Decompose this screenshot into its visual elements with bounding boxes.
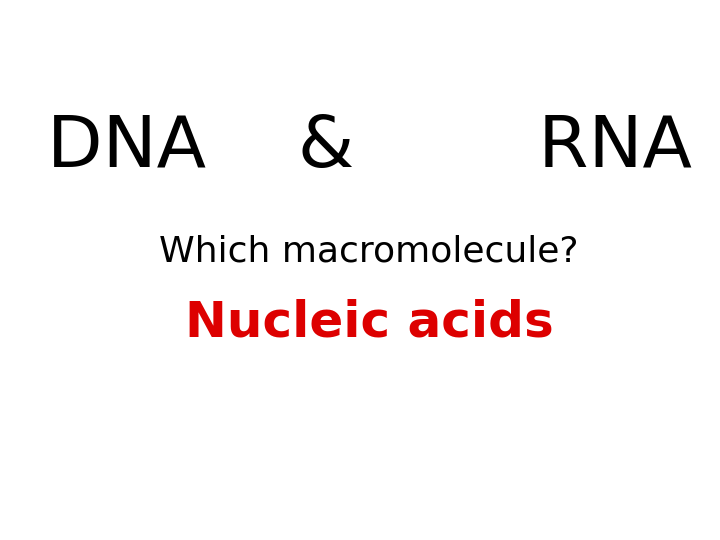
Text: Nucleic acids: Nucleic acids (184, 299, 554, 347)
Text: Which macromolecule?: Which macromolecule? (159, 235, 579, 269)
Text: DNA    &        RNA: DNA & RNA (47, 113, 691, 183)
